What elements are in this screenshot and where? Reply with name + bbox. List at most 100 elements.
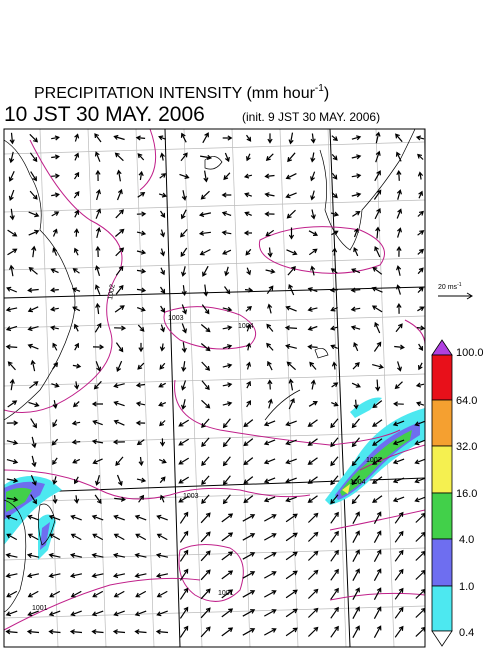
wind-vector	[285, 439, 297, 446]
wind-vector	[417, 171, 424, 180]
wind-vector	[310, 152, 316, 163]
wind-vector	[373, 189, 382, 200]
wind-vector	[372, 364, 384, 370]
wind-vector	[331, 230, 339, 236]
wind-vector	[31, 245, 37, 258]
wind-vector	[181, 323, 187, 334]
wind-vector	[159, 343, 166, 352]
wind-vector	[160, 286, 166, 294]
wind-vector	[72, 268, 80, 274]
wind-vector	[28, 266, 38, 275]
wind-vector	[27, 326, 39, 332]
wind-vector	[49, 533, 61, 541]
wind-vector	[27, 306, 39, 313]
wind-vector	[285, 192, 297, 199]
wind-vector	[26, 552, 40, 559]
wind-vector	[9, 132, 15, 145]
wind-vector	[310, 190, 316, 201]
colorbar-segment	[431, 538, 453, 587]
isobar	[178, 544, 244, 602]
wind-vector	[135, 590, 147, 598]
wind-vector	[136, 211, 147, 217]
wind-vector	[200, 324, 211, 333]
wind-vector	[350, 325, 361, 331]
colorbar-segment	[431, 492, 453, 540]
wind-vector	[181, 361, 187, 372]
wind-vector	[221, 192, 232, 198]
wind-vector	[136, 287, 147, 293]
wind-vector	[202, 265, 209, 277]
wind-vector	[263, 439, 276, 446]
wind-vector	[94, 151, 101, 162]
wind-vector	[29, 133, 39, 143]
wind-vector	[7, 361, 16, 371]
wind-vector	[70, 514, 82, 521]
colorbar-label: 64.0	[456, 395, 477, 407]
wind-vector	[307, 438, 318, 446]
wind-vector	[351, 456, 360, 467]
wind-vector	[351, 268, 361, 274]
wind-vector	[52, 419, 58, 428]
wind-vector	[30, 418, 37, 429]
wind-vector	[156, 590, 168, 598]
isobar	[404, 319, 425, 346]
coastline	[38, 503, 56, 546]
wind-vector	[329, 325, 339, 331]
wind-vector	[264, 628, 277, 636]
wind-vector	[415, 607, 425, 618]
wind-vector	[285, 305, 297, 312]
wind-vector	[159, 438, 166, 447]
wind-vector	[201, 380, 210, 391]
wind-vector	[48, 572, 61, 579]
wind-vector	[200, 190, 210, 200]
wind-vector	[246, 380, 251, 389]
wind-vector	[93, 380, 102, 390]
wind-vector	[70, 590, 82, 598]
wind-vector	[5, 572, 18, 579]
wind-vector	[200, 607, 211, 619]
wind-vector	[115, 265, 124, 276]
wind-vector	[48, 552, 61, 559]
wind-vector	[285, 343, 297, 350]
domain-line	[164, 129, 181, 647]
wind-vector	[375, 379, 381, 392]
wind-vector	[264, 590, 277, 598]
wind-vector	[91, 514, 104, 521]
wind-vector	[242, 609, 256, 617]
colorbar-labels: 100.0 64.0 32.0 16.0 4.0 1.0 0.4	[456, 347, 484, 639]
wind-vector	[222, 475, 231, 486]
isobar-label: 1004	[350, 479, 366, 486]
wind-vector	[52, 457, 58, 466]
wind-vector	[29, 152, 38, 163]
grid-line	[135, 129, 155, 647]
wind-vector	[224, 266, 230, 277]
wind-vector	[51, 438, 59, 446]
wind-vector	[396, 208, 403, 219]
wind-vector	[352, 568, 360, 581]
wind-vector	[28, 211, 40, 218]
wind-vector	[95, 245, 101, 258]
wind-vector	[30, 171, 37, 182]
wind-vector	[113, 590, 125, 598]
wind-vector	[243, 495, 254, 504]
wind-vector	[29, 190, 38, 200]
wind-vector	[330, 511, 339, 524]
wind-vector	[199, 248, 211, 256]
grid-line	[183, 129, 203, 647]
wind-vector	[137, 153, 145, 161]
wind-vector	[91, 610, 104, 617]
wind-vector	[394, 511, 404, 524]
wind-vector	[418, 343, 424, 351]
wind-vector	[372, 419, 383, 427]
wind-vector	[246, 267, 252, 276]
wind-vector	[263, 420, 276, 427]
wind-vector	[330, 268, 338, 274]
wind-vector	[353, 342, 359, 352]
wind-vector	[50, 287, 59, 293]
wind-vector	[372, 400, 383, 409]
wind-vector	[95, 226, 101, 239]
wind-vector	[91, 629, 104, 635]
wind-vector	[330, 418, 339, 429]
wind-vector	[267, 303, 273, 314]
